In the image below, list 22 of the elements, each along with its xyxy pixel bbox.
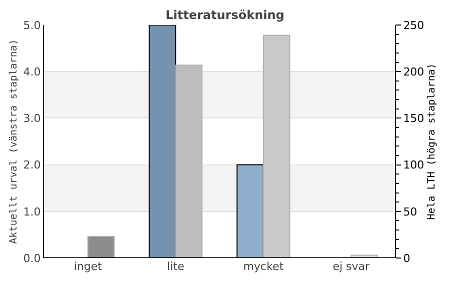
y-tick-label: 3.0: [23, 112, 41, 126]
y-axis-title: Aktuellt urval (vänstra staplarna): [8, 39, 20, 244]
chart-title: Litteratursökning: [166, 8, 284, 22]
x-tick-label: lite: [167, 260, 184, 273]
bar: [87, 236, 115, 258]
y2-tick-label: 100: [403, 158, 424, 172]
x-tick-label: inget: [74, 260, 103, 273]
y-tick-label: 4.0: [23, 65, 41, 78]
y2-tick-label: 0: [403, 252, 410, 265]
y-tick-label: 0.0: [23, 252, 41, 265]
y2-tick-label: 150: [403, 112, 424, 126]
y2-tick-label: 250: [403, 18, 424, 32]
y2-tick-label: 50: [403, 205, 418, 218]
y-tick-label: 2.0: [23, 158, 41, 172]
x-tick-label: ej svar: [332, 260, 370, 273]
y2-tick-label: 200: [403, 65, 424, 78]
bar: [350, 254, 378, 258]
x-tick-label: mycket: [243, 260, 284, 273]
y2-axis-title: Hela LTH (högra staplarna): [426, 63, 438, 220]
bar: [262, 34, 290, 258]
y-tick-label: 1.0: [23, 205, 41, 218]
y-tick-label: 5.0: [23, 18, 41, 32]
